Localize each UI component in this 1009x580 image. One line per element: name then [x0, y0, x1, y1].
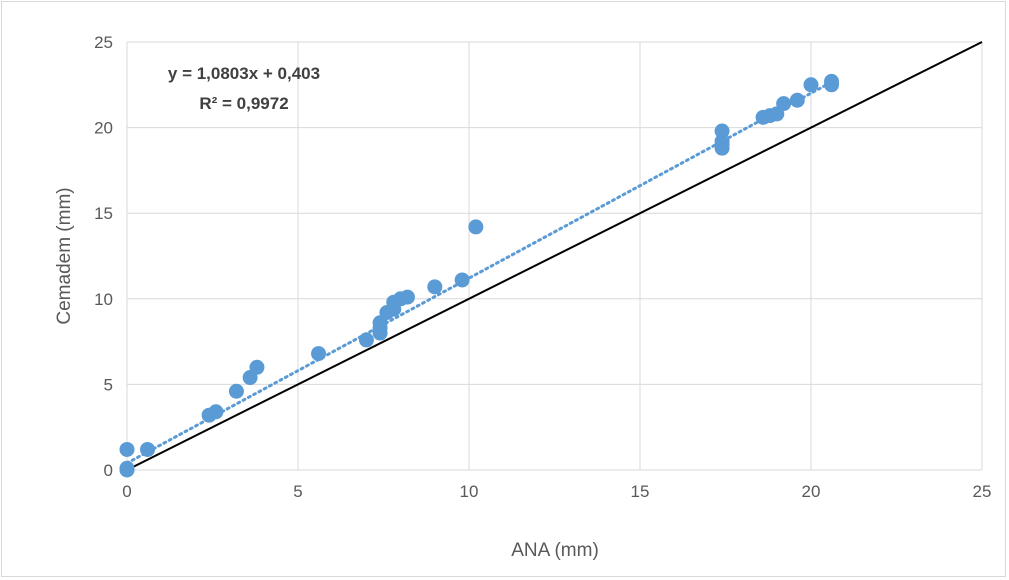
r-squared-label: R² = 0,9972: [199, 94, 288, 113]
data-point: [208, 404, 224, 420]
data-point: [803, 77, 819, 93]
data-point: [454, 272, 470, 288]
data-point: [399, 289, 415, 305]
data-point: [140, 441, 156, 457]
data-point: [119, 460, 135, 476]
data-point: [776, 96, 792, 112]
y-tick-label: 15: [94, 204, 113, 223]
data-point: [228, 383, 244, 399]
data-point: [714, 133, 730, 149]
data-point: [789, 92, 805, 108]
x-tick-label: 15: [631, 482, 650, 501]
y-tick-label: 5: [104, 375, 113, 394]
y-tick-labels: 0 5 10 15 20 25: [94, 33, 113, 480]
trendline-group: [125, 80, 834, 465]
x-tick-label: 20: [802, 482, 821, 501]
data-points: [119, 73, 840, 478]
x-tick-label: 10: [460, 482, 479, 501]
x-tick-label: 0: [122, 482, 131, 501]
data-point: [249, 359, 265, 375]
y-tick-label: 10: [94, 290, 113, 309]
y-axis-title: Cemadem (mm): [54, 187, 75, 324]
y-tick-label: 25: [94, 33, 113, 52]
data-point: [427, 279, 443, 295]
y-tick-label: 20: [94, 119, 113, 138]
reference-line: [126, 41, 983, 471]
x-tick-label: 25: [973, 482, 992, 501]
data-point: [468, 219, 484, 235]
trendline-equation: y = 1,0803x + 0,403: [168, 64, 320, 83]
trendline: [125, 80, 834, 465]
data-point: [358, 332, 374, 348]
data-point: [714, 123, 730, 139]
x-axis-title: ANA (mm): [511, 540, 599, 561]
data-point: [824, 73, 840, 89]
data-point: [119, 441, 135, 457]
reference-line-group: [126, 41, 983, 471]
y-tick-label: 0: [104, 461, 113, 480]
x-tick-labels: 0 5 10 15 20 25: [122, 482, 991, 501]
x-tick-label: 5: [293, 482, 302, 501]
data-point: [311, 346, 327, 362]
